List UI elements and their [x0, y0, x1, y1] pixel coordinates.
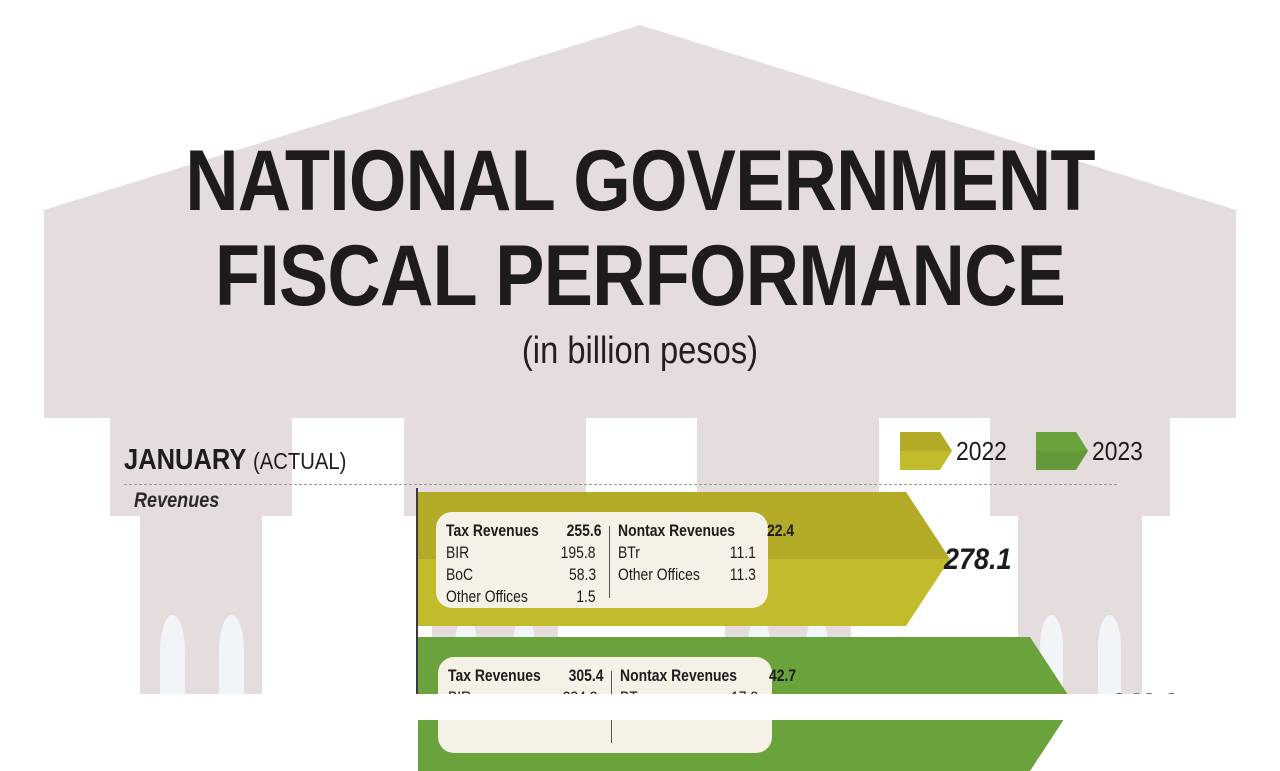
total-value-2022: 278.1	[944, 543, 1012, 576]
column-capital-4	[990, 416, 1170, 516]
page-title-line-2: FISCAL PERFORMANCE	[214, 228, 1066, 324]
column-separator	[609, 526, 610, 598]
month-note: (ACTUAL)	[253, 448, 347, 474]
column-arch	[219, 615, 244, 695]
legend-label: 2022	[956, 435, 1007, 466]
arrow-chip-icon	[900, 432, 952, 470]
page-subtitle: (in billion pesos)	[521, 330, 759, 372]
breakdown-row: BTr 11.1	[618, 543, 756, 562]
breakdown-row: BoC 58.3	[446, 565, 596, 584]
dashed-divider	[124, 484, 1117, 485]
breakdown-row: BIR 195.8	[446, 543, 596, 562]
month-label: JANUARY	[124, 444, 246, 476]
chart-axis	[416, 488, 418, 720]
category-label: Revenues	[134, 489, 220, 512]
page-title-line-1: NATIONAL GOVERNMENT	[185, 133, 1095, 229]
breakdown-row: Other Offices 1.5	[446, 587, 596, 606]
column-arch	[160, 615, 185, 695]
tax-revenues-row: Tax Revenues 305.4	[448, 666, 604, 685]
tax-revenues-row: Tax Revenues 255.6	[446, 521, 602, 540]
section-heading: JANUARY (ACTUAL)	[124, 444, 346, 477]
image-bottom-crop	[0, 694, 1280, 720]
arrow-chip-icon	[1036, 432, 1088, 470]
building-pediment	[44, 25, 1236, 418]
legend-label: 2023	[1092, 435, 1143, 466]
nontax-revenues-row: Nontax Revenues 42.7	[620, 666, 796, 685]
nontax-revenues-row: Nontax Revenues 22.4	[618, 521, 794, 540]
breakdown-panel-2022: Tax Revenues 255.6 BIR 195.8 BoC 58.3 Ot…	[436, 512, 794, 608]
legend-item-2023: 2023	[1036, 432, 1150, 470]
bar-2022: Tax Revenues 255.6 BIR 195.8 BoC 58.3 Ot…	[418, 492, 953, 626]
legend-item-2022: 2022	[900, 432, 1014, 470]
column-arch	[1098, 615, 1121, 695]
breakdown-row: Other Offices 11.3	[618, 565, 756, 584]
column-capital-1	[110, 416, 292, 516]
